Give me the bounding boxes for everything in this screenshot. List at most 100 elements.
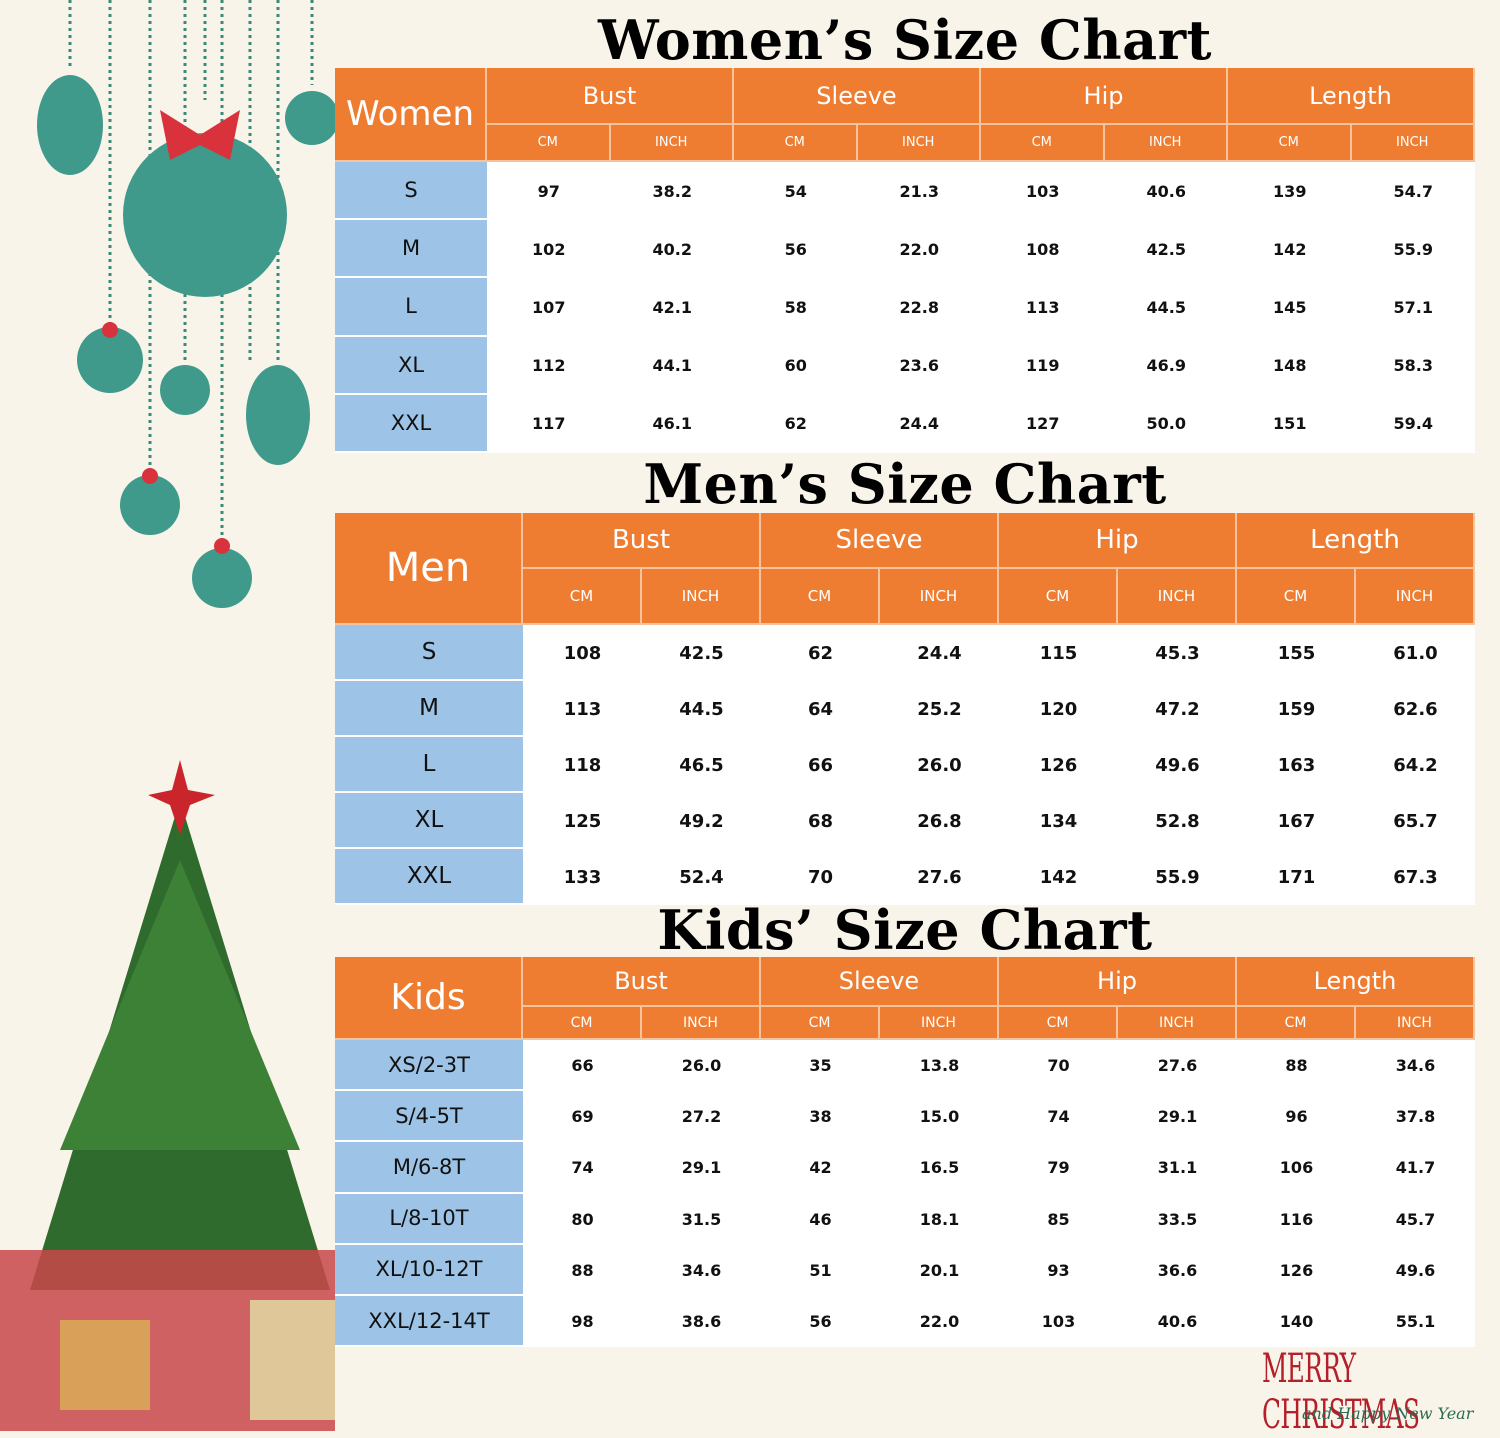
size-value: 31.5 [642,1193,761,1245]
unit-header: CM [487,125,611,162]
unit-header: INCH [642,569,761,625]
size-value: 113 [523,681,642,737]
size-label: XL [335,793,523,849]
unit-header: CM [1228,125,1352,162]
size-label: XL [335,336,487,395]
size-value: 88 [1237,1040,1356,1092]
size-value: 102 [487,220,611,279]
size-value: 60 [734,336,858,395]
size-value: 163 [1237,737,1356,793]
size-value: 106 [1237,1142,1356,1194]
size-value: 22.0 [857,220,981,279]
size-value: 142 [999,849,1118,905]
size-value: 52.4 [642,849,761,905]
size-value: 171 [1237,849,1356,905]
size-value: 64 [761,681,880,737]
size-value: 42 [761,1142,880,1194]
corner-header: Men [335,513,523,625]
size-value: 70 [999,1040,1118,1092]
size-value: 51 [761,1244,880,1296]
unit-header: CM [734,125,858,162]
group-header: Sleeve [761,513,999,569]
group-header: Bust [523,513,761,569]
group-header: Length [1228,68,1475,125]
size-value: 38.6 [642,1296,761,1348]
group-header: Sleeve [761,957,999,1007]
ornaments [37,75,335,608]
size-value: 159 [1237,681,1356,737]
size-value: 57.1 [1351,278,1475,337]
size-value: 65.7 [1356,793,1475,849]
size-value: 134 [999,793,1118,849]
unit-header: INCH [1104,125,1228,162]
size-value: 98 [523,1296,642,1348]
size-value: 29.1 [642,1142,761,1194]
unit-header: INCH [1356,569,1475,625]
size-value: 46.5 [642,737,761,793]
size-value: 66 [761,737,880,793]
unit-header: CM [999,569,1118,625]
size-value: 113 [981,278,1105,337]
unit-header: CM [523,569,642,625]
unit-header: CM [761,1007,880,1040]
size-value: 20.1 [880,1244,999,1296]
size-value: 40.6 [1104,162,1228,221]
size-value: 107 [487,278,611,337]
greeting-line2: and Happy New Year [1302,1404,1474,1423]
size-value: 44.5 [1104,278,1228,337]
size-label: L/8-10T [335,1193,523,1245]
size-value: 38 [761,1091,880,1143]
size-value: 21.3 [857,162,981,221]
size-value: 59.4 [1351,394,1475,453]
unit-header: CM [1237,569,1356,625]
size-value: 35 [761,1040,880,1092]
size-value: 118 [523,737,642,793]
unit-header: INCH [1351,125,1475,162]
table-title: Men’s Size Chart [643,452,1167,516]
unit-header: CM [999,1007,1118,1040]
group-header: Bust [523,957,761,1007]
size-value: 46.9 [1104,336,1228,395]
size-value: 93 [999,1244,1118,1296]
size-value: 97 [487,162,611,221]
size-value: 47.2 [1118,681,1237,737]
size-value: 103 [999,1296,1118,1348]
size-label: M [335,681,523,737]
size-value: 38.2 [610,162,734,221]
size-value: 67.3 [1356,849,1475,905]
size-value: 55.9 [1118,849,1237,905]
size-value: 36.6 [1118,1244,1237,1296]
size-value: 61.0 [1356,625,1475,681]
size-value: 108 [981,220,1105,279]
size-value: 45.3 [1118,625,1237,681]
size-value: 42.1 [610,278,734,337]
size-value: 22.8 [857,278,981,337]
size-label: S [335,162,487,221]
unit-header: INCH [1118,569,1237,625]
size-value: 62 [734,394,858,453]
size-value: 74 [999,1091,1118,1143]
size-label: XXL [335,394,487,453]
table-title: Women’s Size Chart [598,8,1212,72]
size-label: XL/10-12T [335,1244,523,1296]
size-value: 126 [1237,1244,1356,1296]
size-value: 29.1 [1118,1091,1237,1143]
size-value: 69 [523,1091,642,1143]
size-value: 66 [523,1040,642,1092]
size-value: 119 [981,336,1105,395]
size-value: 155 [1237,625,1356,681]
table-title: Kids’ Size Chart [657,898,1153,962]
size-value: 148 [1228,336,1352,395]
size-value: 140 [1237,1296,1356,1348]
size-value: 151 [1228,394,1352,453]
size-value: 13.8 [880,1040,999,1092]
unit-header: INCH [880,569,999,625]
group-header: Hip [981,68,1228,125]
unit-header: INCH [857,125,981,162]
size-value: 139 [1228,162,1352,221]
size-value: 54.7 [1351,162,1475,221]
tree [0,760,335,1431]
size-value: 62.6 [1356,681,1475,737]
size-value: 23.6 [857,336,981,395]
corner-header: Kids [335,957,523,1040]
